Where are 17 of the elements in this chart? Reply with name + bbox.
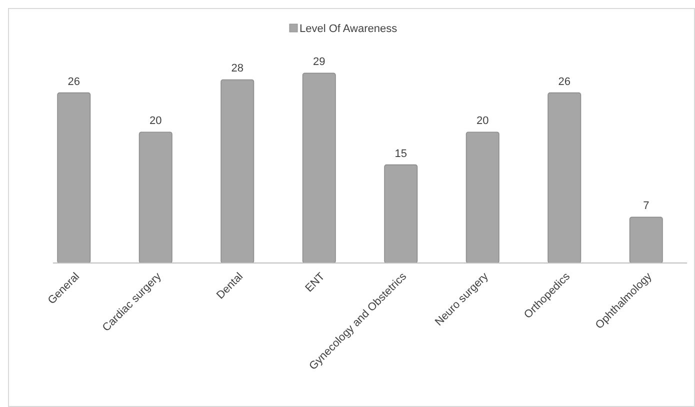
data-label: 7	[643, 200, 650, 212]
data-label: 20	[476, 115, 489, 128]
bar	[302, 72, 336, 264]
data-label: 28	[231, 62, 244, 75]
data-label: 20	[150, 115, 162, 128]
data-label: 26	[558, 76, 570, 88]
bar	[384, 164, 418, 264]
bar	[138, 132, 172, 264]
legend-label: Level Of Awareness	[300, 23, 398, 35]
bar	[629, 216, 663, 264]
bar	[220, 79, 254, 264]
bar	[548, 92, 582, 264]
bar	[57, 92, 91, 264]
bar	[466, 132, 500, 264]
data-label: 26	[68, 76, 80, 88]
data-label: 29	[313, 56, 326, 68]
data-label: 15	[394, 148, 407, 160]
